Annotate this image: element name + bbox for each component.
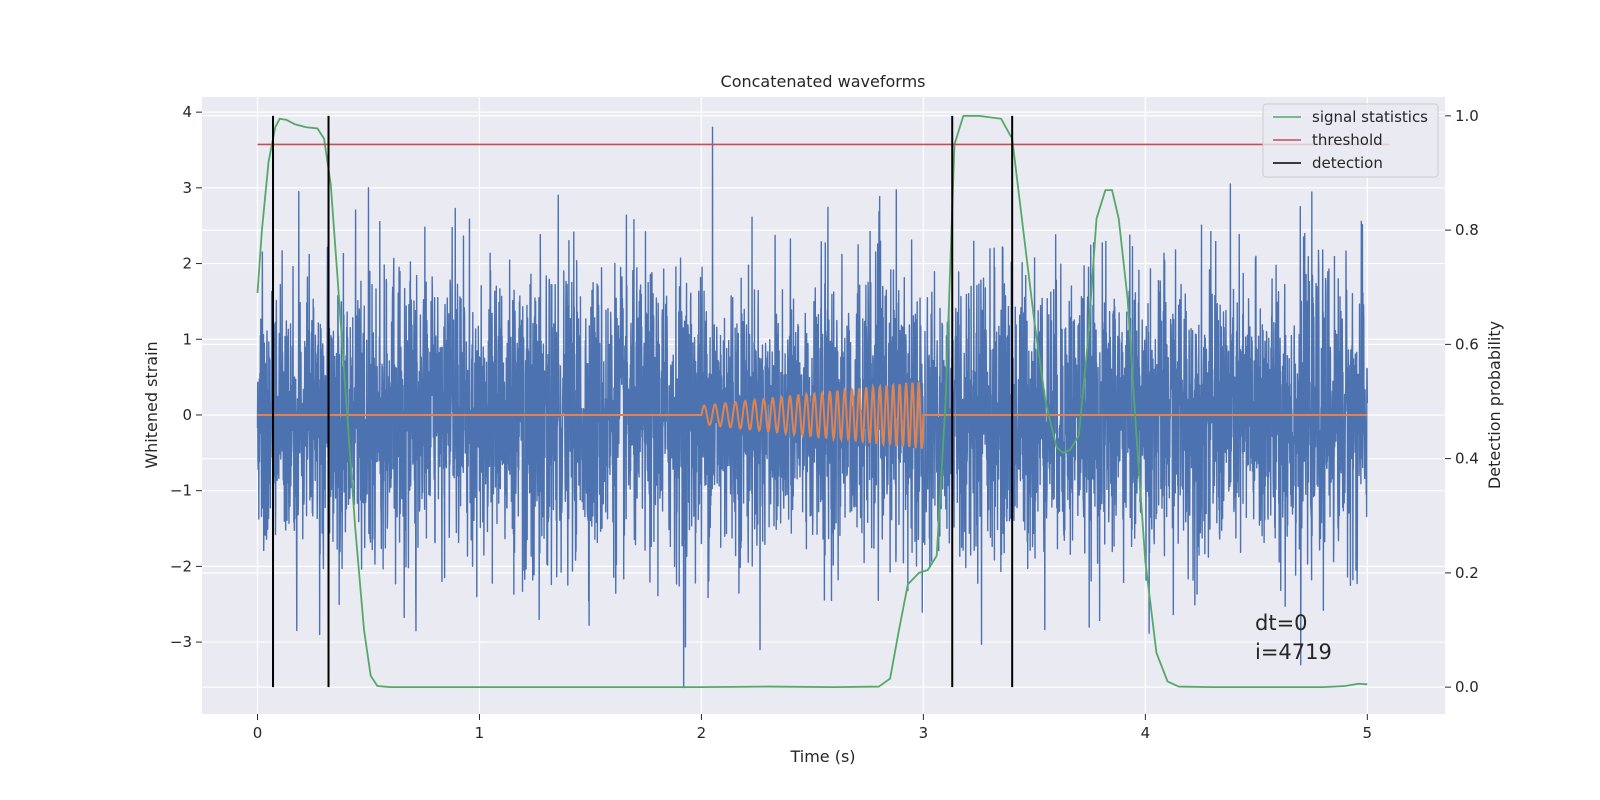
x-tick-label: 1 (475, 724, 485, 742)
legend-box (1262, 103, 1439, 178)
x-tick-label: 0 (253, 724, 263, 742)
x-tick-label: 3 (919, 724, 929, 742)
y2-tick-label: 0.2 (1455, 564, 1479, 582)
y-tick-label: −3 (170, 633, 192, 651)
y-tick-label: 1 (182, 330, 192, 348)
ticks-layer: 0 1 2 3 4 5 −3 −2 −1 0 1 2 3 4 0.0 0.2 0.4 0.6 0.8 1.0 (170, 103, 1479, 742)
y2-tick-label: 1.0 (1455, 107, 1479, 125)
legend-label-detection: detection (1312, 154, 1383, 172)
x-tick-label: 5 (1363, 724, 1373, 742)
y-tick-label: 0 (182, 406, 192, 424)
template-series-line (257, 381, 1368, 449)
y-tick-label: 2 (182, 255, 192, 273)
annotation-dt: dt=0 (1255, 611, 1308, 635)
y-tick-label: −2 (170, 557, 192, 575)
y2-tick-label: 0.0 (1455, 678, 1479, 696)
x-tick-label: 2 (697, 724, 707, 742)
legend: signal statistics threshold detection (1262, 103, 1439, 178)
series-layer (256, 114, 1390, 689)
y2-axis-label: Detection probability (1485, 321, 1504, 489)
strain-series-line (256, 126, 1369, 689)
y2-tick-label: 0.6 (1455, 335, 1479, 353)
y-axis-label: Whitened strain (142, 341, 161, 468)
legend-label-signal: signal statistics (1312, 108, 1428, 126)
y-tick-label: 3 (182, 179, 192, 197)
y-tick-label: −1 (170, 482, 192, 500)
chart-title: Concatenated waveforms (721, 72, 926, 91)
y-tick-label: 4 (182, 103, 192, 121)
y2-tick-label: 0.4 (1455, 450, 1479, 468)
x-tick-label: 4 (1141, 724, 1151, 742)
y2-tick-label: 0.8 (1455, 221, 1479, 239)
x-axis-label: Time (s) (789, 747, 855, 766)
legend-label-threshold: threshold (1312, 131, 1383, 149)
annotation-i: i=4719 (1255, 640, 1332, 664)
